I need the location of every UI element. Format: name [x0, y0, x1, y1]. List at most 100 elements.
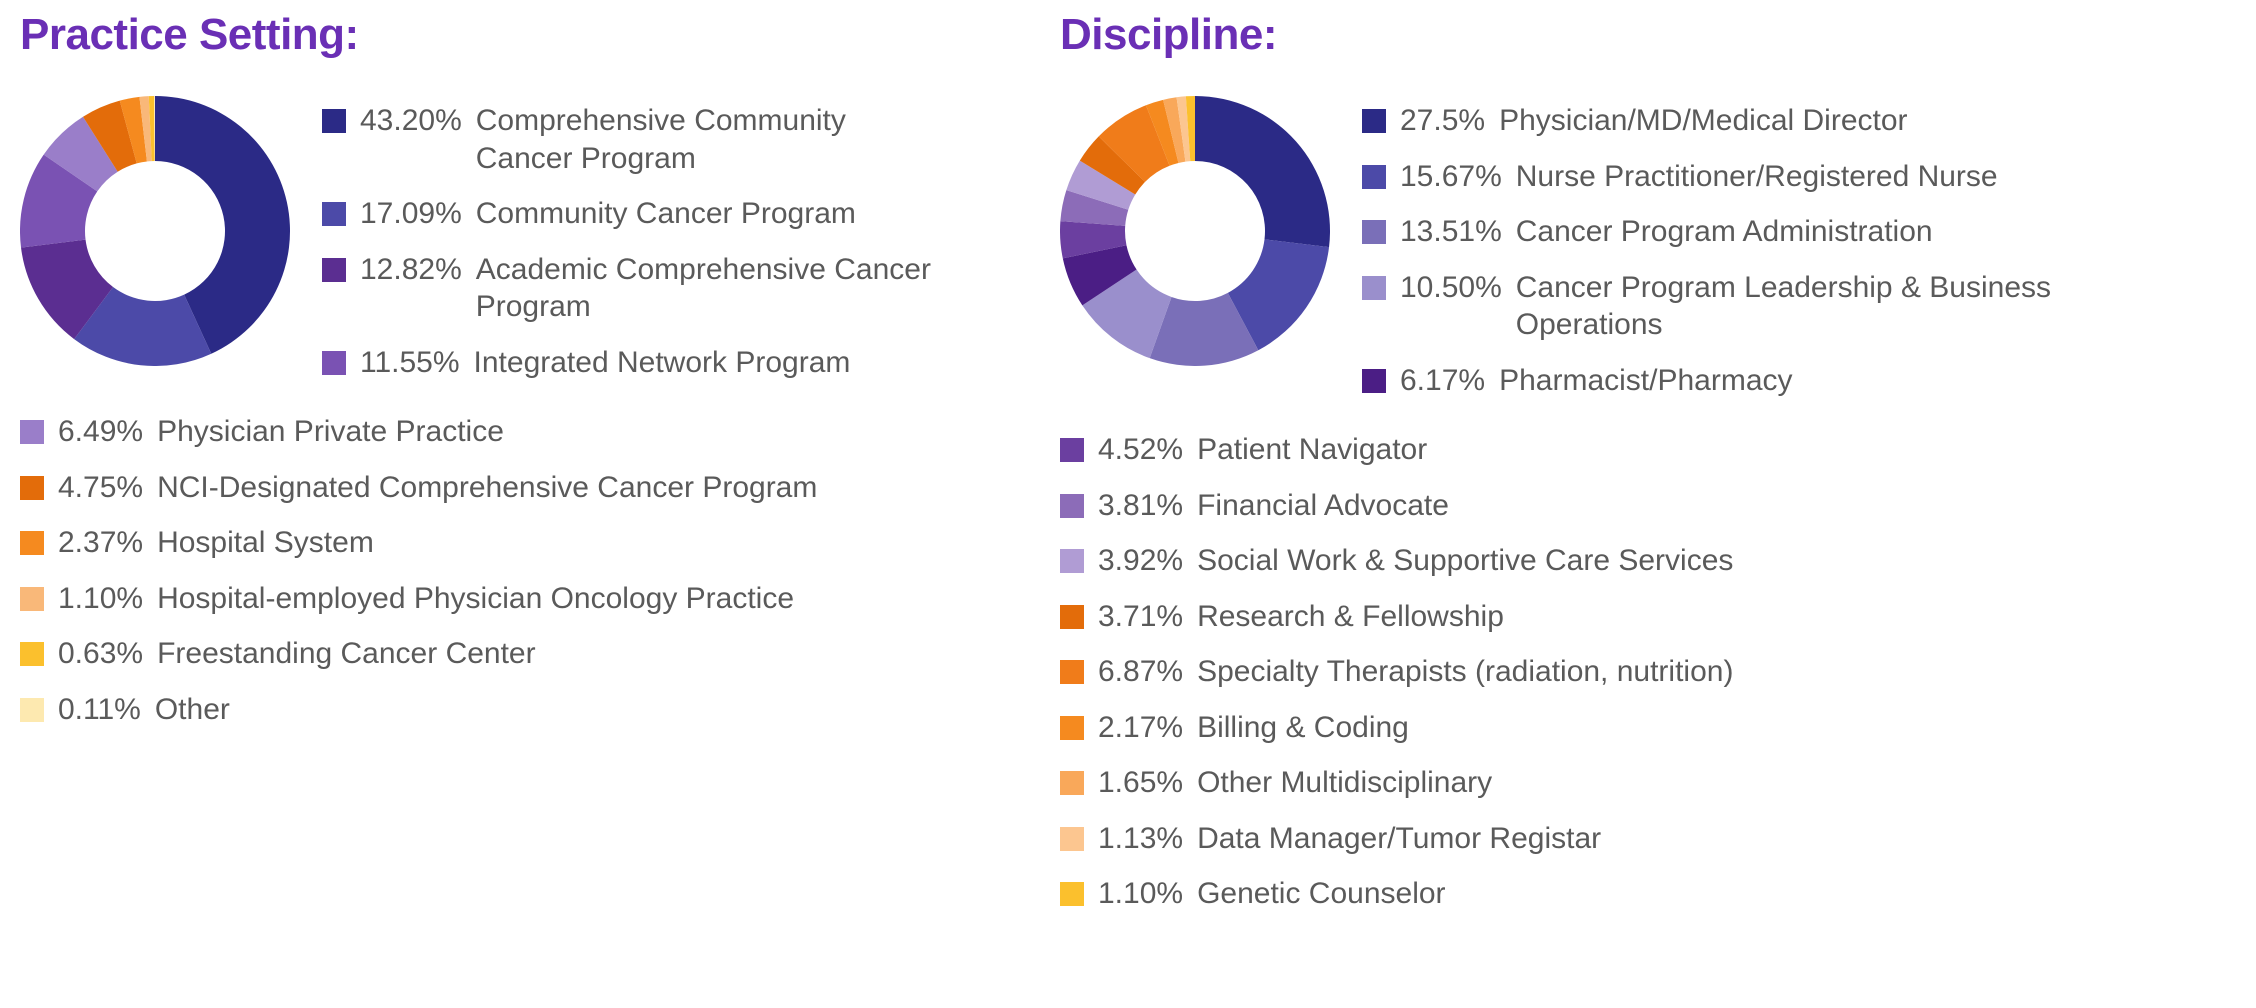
- legend-label: Billing & Coding: [1197, 709, 2140, 747]
- legend-item: 0.63% Freestanding Cancer Center: [20, 635, 940, 673]
- donut-slice: [1195, 96, 1330, 247]
- legend-label: Research & Fellowship: [1197, 598, 2140, 636]
- legend-label: Comprehensive Community Cancer Program: [476, 102, 940, 177]
- legend-percent: 12.82%: [360, 251, 462, 289]
- practice-donut-chart: [20, 96, 290, 366]
- legend-percent: 2.17%: [1098, 709, 1183, 747]
- legend-percent: 43.20%: [360, 102, 462, 140]
- legend-percent: 6.49%: [58, 413, 143, 451]
- legend-item: 6.87% Specialty Therapists (radiation, nu…: [1060, 653, 2140, 691]
- legend-percent: 1.65%: [1098, 764, 1183, 802]
- legend-item: 3.92% Social Work & Supportive Care Servi…: [1060, 542, 2140, 580]
- legend-label: Physician Private Practice: [157, 413, 940, 451]
- legend-label: Nurse Practitioner/Registered Nurse: [1516, 158, 2140, 196]
- legend-percent: 4.52%: [1098, 431, 1183, 469]
- legend-swatch: [1362, 276, 1386, 300]
- discipline-top-row: 27.5% Physician/MD/Medical Director 15.67%…: [1060, 96, 2140, 399]
- legend-swatch: [1362, 165, 1386, 189]
- legend-swatch: [322, 258, 346, 282]
- legend-swatch: [1060, 605, 1084, 629]
- discipline-legend-bottom: 4.52%Patient Navigator 3.81% Financial Adv…: [1060, 431, 2140, 913]
- legend-percent: 17.09%: [360, 195, 462, 233]
- discipline-title: Discipline:: [1060, 10, 2140, 60]
- legend-swatch: [20, 420, 44, 444]
- legend-percent: 11.55%: [360, 344, 460, 382]
- discipline-panel: Discipline: 27.5% Physician/MD/Medical Di…: [1060, 10, 2140, 913]
- legend-percent: 10.50%: [1400, 269, 1502, 307]
- legend-item: 6.17% Pharmacist/Pharmacy: [1362, 362, 2140, 400]
- legend-percent: 13.51%: [1400, 213, 1502, 251]
- practice-donut-wrap: [20, 96, 290, 366]
- legend-swatch: [1060, 716, 1084, 740]
- legend-item: 12.82% Academic Comprehensive Cancer Prog…: [322, 251, 940, 326]
- legend-item: 43.20% Comprehensive Community Cancer Pro…: [322, 102, 940, 177]
- legend-percent: 2.37%: [58, 524, 143, 562]
- legend-percent: 3.81%: [1098, 487, 1183, 525]
- legend-swatch: [1060, 827, 1084, 851]
- legend-item: 11.55%Integrated Network Program: [322, 344, 940, 382]
- legend-label: Community Cancer Program: [476, 195, 940, 233]
- legend-label: Freestanding Cancer Center: [157, 635, 940, 673]
- legend-label: Specialty Therapists (radiation, nutriti…: [1197, 653, 2140, 691]
- legend-item: 4.75% NCI-Designated Comprehensive Cancer…: [20, 469, 940, 507]
- legend-label: Cancer Program Leadership & Business Ope…: [1516, 269, 2140, 344]
- legend-item: 15.67% Nurse Practitioner/Registered Nurs…: [1362, 158, 2140, 196]
- legend-item: 27.5% Physician/MD/Medical Director: [1362, 102, 2140, 140]
- legend-item: 3.71%Research & Fellowship: [1060, 598, 2140, 636]
- legend-label: Genetic Counselor: [1197, 875, 2140, 913]
- legend-label: Physician/MD/Medical Director: [1499, 102, 2140, 140]
- legend-percent: 1.10%: [58, 580, 143, 618]
- legend-item: 0.11%Other: [20, 691, 940, 729]
- discipline-legend-top: 27.5% Physician/MD/Medical Director 15.67%…: [1362, 96, 2140, 399]
- legend-swatch: [1060, 549, 1084, 573]
- legend-swatch: [322, 109, 346, 133]
- legend-swatch: [322, 202, 346, 226]
- legend-label: Data Manager/Tumor Registar: [1197, 820, 2140, 858]
- legend-percent: 1.10%: [1098, 875, 1183, 913]
- legend-swatch: [20, 531, 44, 555]
- legend-label: Cancer Program Administration: [1516, 213, 2140, 251]
- legend-swatch: [20, 587, 44, 611]
- legend-label: NCI-Designated Comprehensive Cancer Prog…: [157, 469, 940, 507]
- legend-item: 1.10% Hospital-employed Physician Oncolog…: [20, 580, 940, 618]
- legend-item: 13.51% Cancer Program Administration: [1362, 213, 2140, 251]
- legend-item: 17.09% Community Cancer Program: [322, 195, 940, 233]
- legend-swatch: [1060, 660, 1084, 684]
- legend-item: 1.13% Data Manager/Tumor Registar: [1060, 820, 2140, 858]
- practice-legend-top: 43.20% Comprehensive Community Cancer Pro…: [322, 96, 940, 381]
- legend-swatch: [20, 476, 44, 500]
- legend-item: 2.37% Hospital System: [20, 524, 940, 562]
- legend-label: Financial Advocate: [1197, 487, 2140, 525]
- legend-percent: 6.87%: [1098, 653, 1183, 691]
- legend-percent: 3.92%: [1098, 542, 1183, 580]
- legend-percent: 0.63%: [58, 635, 143, 673]
- legend-label: Hospital-employed Physician Oncology Pra…: [157, 580, 940, 618]
- legend-percent: 15.67%: [1400, 158, 1502, 196]
- legend-swatch: [1060, 438, 1084, 462]
- legend-swatch: [20, 642, 44, 666]
- legend-label: Hospital System: [157, 524, 940, 562]
- legend-item: 2.17% Billing & Coding: [1060, 709, 2140, 747]
- legend-label: Other Multidisciplinary: [1197, 764, 2140, 802]
- legend-label: Pharmacist/Pharmacy: [1499, 362, 2140, 400]
- legend-swatch: [1362, 109, 1386, 133]
- legend-swatch: [1060, 771, 1084, 795]
- discipline-donut-chart: [1060, 96, 1330, 366]
- legend-item: 4.52%Patient Navigator: [1060, 431, 2140, 469]
- legend-percent: 27.5%: [1400, 102, 1485, 140]
- practice-setting-title: Practice Setting:: [20, 10, 940, 60]
- legend-label: Other: [155, 691, 940, 729]
- legend-swatch: [20, 698, 44, 722]
- charts-container: Practice Setting: 43.20% Comprehensive Co…: [20, 10, 2236, 913]
- legend-item: 6.49% Physician Private Practice: [20, 413, 940, 451]
- legend-label: Social Work & Supportive Care Services: [1197, 542, 2140, 580]
- legend-label: Academic Comprehensive Cancer Program: [476, 251, 940, 326]
- practice-top-row: 43.20% Comprehensive Community Cancer Pro…: [20, 96, 940, 381]
- legend-percent: 1.13%: [1098, 820, 1183, 858]
- practice-setting-panel: Practice Setting: 43.20% Comprehensive Co…: [20, 10, 940, 913]
- legend-item: 3.81% Financial Advocate: [1060, 487, 2140, 525]
- practice-legend-bottom: 6.49% Physician Private Practice 4.75% NCI-…: [20, 413, 940, 728]
- legend-swatch: [1362, 220, 1386, 244]
- legend-percent: 6.17%: [1400, 362, 1485, 400]
- legend-percent: 4.75%: [58, 469, 143, 507]
